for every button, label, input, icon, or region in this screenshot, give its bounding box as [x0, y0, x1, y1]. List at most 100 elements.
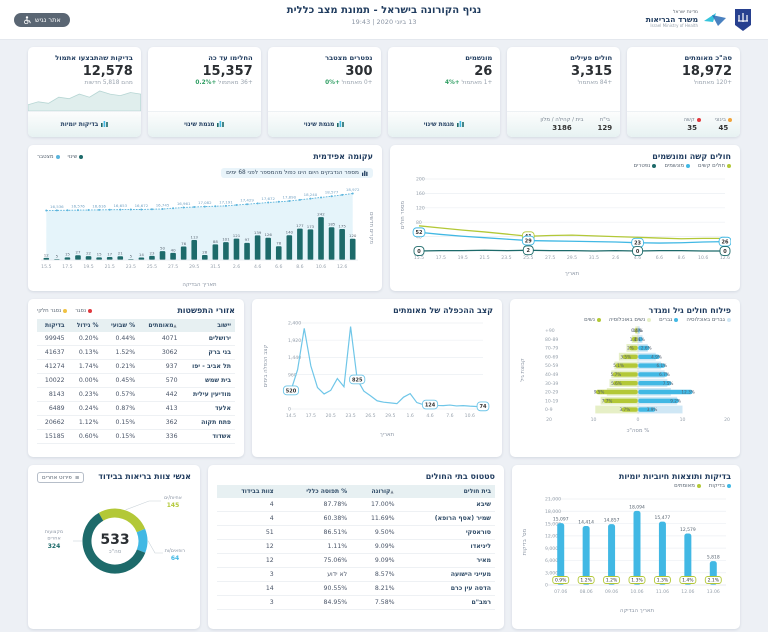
doubling-rate-chart[interactable]: 0 960 1,440 1,920 2,400 14.5 17.5 20.5 23.5 26.5 2…	[261, 315, 493, 439]
kpi-card: סה"כ מאומתים 18,972 +120 מאתמול בינוני 45…	[627, 47, 740, 137]
kpi-title: נפטרים מצטבר	[324, 54, 373, 62]
svg-text:20.5: 20.5	[326, 413, 336, 419]
table-row[interactable]: פתח תקוה 362 0.15% 1.12% 20662	[37, 415, 235, 430]
table-row[interactable]: בית שמש 570 0.45% 0.00% 10022	[37, 373, 235, 388]
legend-item[interactable]: שינוי	[68, 154, 84, 160]
table-row[interactable]: סוראסקי 9.50% 86.51% 51	[217, 525, 495, 540]
kpi-trend-footer[interactable]: בדיקות יומיות	[28, 111, 141, 137]
table-row[interactable]: מעייני הישועה 8.57% לא ידוע 3	[217, 567, 495, 582]
svg-text:31.5: 31.5	[589, 255, 599, 261]
accessibility-button[interactable]: אתר נגיש	[14, 12, 70, 27]
legend-item[interactable]: חולים קשים	[698, 163, 731, 169]
data-table: בית חולים ▲קורונה% תפוסה כללי צוות בבידוד ש…	[217, 485, 495, 610]
hospitals-status-table: בית חולים ▲קורונה% תפוסה כללי צוות בבידוד ש…	[217, 485, 495, 610]
table-row[interactable]: ירושלים 4071 0.44% 0.20% 99945	[37, 332, 235, 346]
details-button[interactable]: ≡ פירוט אחרים	[37, 472, 85, 483]
table-row[interactable]: רמב"ם 7.58% 84.95% 3	[217, 595, 495, 610]
legend-dot	[686, 164, 691, 168]
legend-item[interactable]: נסגר חלקי	[37, 308, 68, 314]
legend-item[interactable]: מונשמים	[664, 163, 691, 169]
legend-item[interactable]: בדיקות	[709, 483, 731, 489]
svg-text:17: 17	[107, 251, 112, 256]
column-header[interactable]: % תפוסה כללי	[277, 485, 352, 498]
trend-footer-label: בדיקות יומיות	[60, 121, 99, 128]
svg-text:124: 124	[425, 402, 436, 408]
kpi-trend-footer[interactable]: מגמת שינוי	[147, 111, 261, 137]
severity-stat: בינוני 45	[715, 117, 732, 132]
legend-item[interactable]: נשים באוכלוסיה	[609, 317, 652, 323]
table-row[interactable]: ליניאדו 9.09% 1.11% 12	[217, 539, 495, 554]
svg-text:0: 0	[637, 417, 640, 423]
column-header[interactable]: צוות בבידוד	[217, 485, 278, 498]
svg-text:1.1%: 1.1%	[634, 337, 645, 342]
svg-text:2%: 2%	[627, 346, 634, 351]
column-header[interactable]: בית חולים	[398, 485, 495, 498]
svg-text:1,920: 1,920	[288, 338, 301, 344]
epidemic-curve-card: עקומה אפידמית שינוי מצטבר מספר הנדבקים הי…	[28, 145, 382, 291]
svg-text:2.1%: 2.1%	[708, 578, 720, 584]
row-value: 362	[139, 415, 182, 430]
table-row[interactable]: מודיעין עילית 442 0.57% 0.23% 8143	[37, 387, 235, 402]
svg-text:20-29: 20-29	[545, 390, 558, 396]
severity-stat: קשה 35	[684, 117, 701, 132]
svg-text:2.6%: 2.6%	[641, 346, 652, 351]
legend-item[interactable]: נשים	[584, 317, 601, 323]
location-stat: בית / קהילה / מלון 3186	[540, 117, 584, 132]
legend-item[interactable]: גברים	[659, 317, 679, 323]
svg-text:25.5: 25.5	[523, 255, 533, 261]
legend-item[interactable]: מצטבר	[37, 154, 60, 160]
kpi-card: נפטרים מצטבר 300 +0 מאתמול +0% מגמת שינו…	[267, 47, 381, 137]
legend-dot	[674, 318, 679, 322]
row-value: 1.52%	[102, 345, 140, 360]
svg-text:120: 120	[416, 206, 425, 212]
row-analysis: פילוח חולים גיל ומגדר גברים באוכלוסיה גבר…	[28, 299, 740, 457]
kpi-trend-footer[interactable]: מגמת שינוי	[387, 111, 501, 137]
age-gender-pyramid-chart[interactable]: 90+0.8%0.4%80-891.4%1.1%70-792%2.6%60-69…	[519, 323, 731, 433]
svg-text:17,672: 17,672	[261, 196, 275, 201]
column-header[interactable]: % גידול	[68, 319, 103, 332]
column-header[interactable]: % שבועי	[102, 319, 140, 332]
row-value: 84.95%	[277, 595, 352, 610]
table-row[interactable]: הדסה עין כרם 8.21% 90.55% 14	[217, 581, 495, 596]
svg-text:8.6: 8.6	[678, 255, 685, 261]
column-header[interactable]: ▲קורונה	[351, 485, 399, 498]
column-header[interactable]: יישוב	[181, 319, 235, 332]
table-row[interactable]: שיבא 17.00% 87.78% 4	[217, 498, 495, 512]
table-row[interactable]: אלעד 413 0.87% 0.24% 6489	[37, 401, 235, 416]
svg-text:140: 140	[286, 230, 294, 235]
chart-title: חולים קשה ומונשמים	[652, 152, 731, 161]
legend-item[interactable]: גברים באוכלוסיה	[686, 317, 731, 323]
row-value: 1.11%	[277, 539, 352, 554]
legend-item[interactable]: נסגר	[75, 308, 93, 314]
staff-isolation-donut[interactable]: 533 סה"כ אחיות/ים 145 רופאים/ות 64 מקצועות אחרי…	[37, 483, 191, 595]
table-row[interactable]: שמיר (אסף הרופא) 11.69% 60.38% 4	[217, 511, 495, 526]
svg-text:15.5: 15.5	[414, 255, 424, 261]
legend-item[interactable]: נפטרים	[634, 163, 657, 169]
table-row[interactable]: אשדוד 336 0.15% 0.60% 15185	[37, 429, 235, 444]
legend-label: נפטרים	[633, 163, 651, 169]
kpi-value: 3,315	[571, 64, 613, 79]
kpi-trend-footer[interactable]: מגמת שינוי	[267, 111, 381, 137]
row-label: בית שמש	[181, 373, 235, 388]
svg-text:0.4%: 0.4%	[631, 328, 642, 333]
epidemic-curve-chart[interactable]: 12 5 15 27 22 15 17 21 5 14 23 50 40 76 113 28 88 101 121 9…	[37, 180, 373, 288]
svg-text:52: 52	[416, 230, 423, 236]
trend-chart-icon	[217, 120, 225, 129]
svg-text:8.6: 8.6	[296, 264, 303, 270]
severity-dot	[696, 118, 701, 122]
svg-text:12,579: 12,579	[680, 527, 696, 533]
table-row[interactable]: מאיר 9.09% 75.06% 12	[217, 553, 495, 568]
svg-text:5: 5	[130, 254, 133, 259]
row-value: 7.58%	[351, 595, 399, 610]
column-header[interactable]: בדיקות	[37, 319, 69, 332]
svg-text:3.9%: 3.9%	[647, 407, 658, 412]
svg-text:15: 15	[97, 252, 102, 257]
table-row[interactable]: בני ברק 3062 1.52% 0.13% 41637	[37, 345, 235, 360]
table-row[interactable]: תל אביב - יפו 937 0.21% 1.74% 41274	[37, 359, 235, 374]
svg-text:4.6: 4.6	[634, 255, 641, 261]
daily-tests-chart[interactable]: 0 3,000 6,000 9,000 12,000 15,000 18,000 21,000…	[521, 489, 731, 615]
legend-label: נסגר	[75, 308, 87, 314]
severe-ventilated-chart[interactable]: 0408012016020015.517.519.521.523.525.527…	[399, 169, 731, 277]
legend-item[interactable]: מאומתים	[674, 483, 701, 489]
column-header[interactable]: ▲מאומתים	[139, 319, 182, 332]
